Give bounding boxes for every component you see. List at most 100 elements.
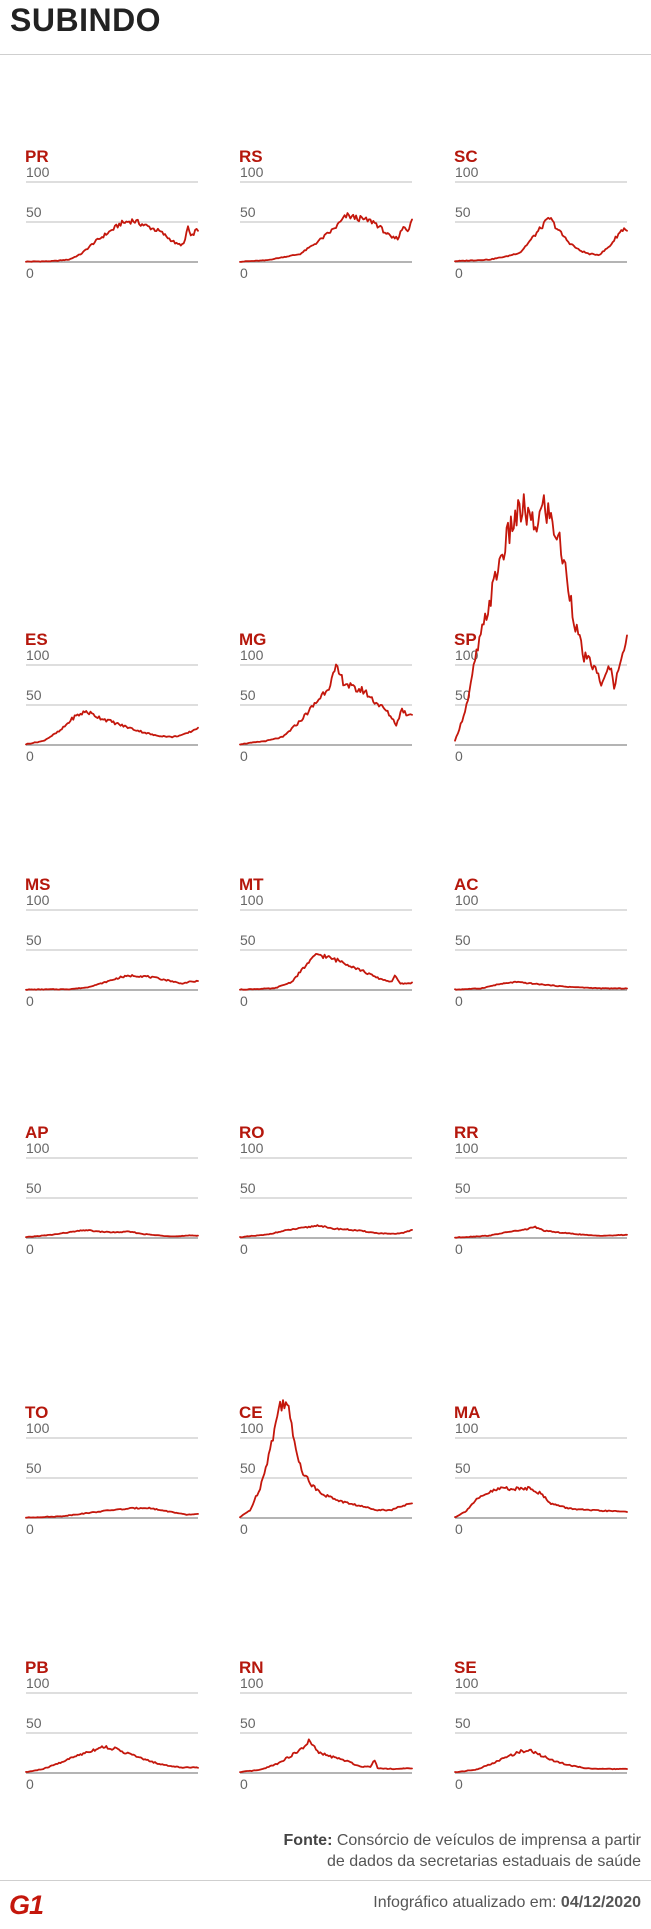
tick-label-100: 100 (455, 1420, 479, 1436)
state-label-es: ES (25, 630, 48, 649)
tick-label-50: 50 (26, 204, 42, 220)
source-text-line2: de dados da secretarias estaduais de saú… (327, 1853, 641, 1870)
tick-label-50: 50 (240, 687, 256, 703)
series-line-ce (239, 1399, 413, 1519)
tick-label-0: 0 (26, 1241, 34, 1257)
tick-label-50: 50 (240, 1460, 256, 1476)
footer-divider (0, 1880, 651, 1881)
tick-label-0: 0 (455, 1521, 463, 1537)
series-line-mt (239, 953, 413, 991)
tick-label-50: 50 (240, 1715, 256, 1731)
tick-label-0: 0 (26, 748, 34, 764)
tick-label-100: 100 (455, 892, 479, 908)
chart-ac: AC 0 50 100 (454, 875, 628, 1009)
state-label-rr: RR (454, 1123, 479, 1142)
tick-label-50: 50 (26, 932, 42, 948)
tick-label-100: 100 (240, 1140, 264, 1156)
tick-label-0: 0 (26, 1521, 34, 1537)
tick-label-100: 100 (240, 892, 264, 908)
tick-label-0: 0 (455, 993, 463, 1009)
state-label-ce: CE (239, 1403, 263, 1422)
source-label: Fonte: (283, 1832, 333, 1849)
tick-label-0: 0 (455, 1776, 463, 1792)
source-text-line1: Consórcio de veículos de imprensa a part… (336, 1832, 641, 1849)
page-title: SUBINDO (10, 2, 162, 38)
series-line-rr (454, 1225, 628, 1239)
tick-label-100: 100 (455, 647, 479, 663)
updated-date: 04/12/2020 (560, 1894, 641, 1911)
g1-logo: G1 (9, 1890, 44, 1920)
state-label-ro: RO (239, 1123, 265, 1142)
tick-label-50: 50 (455, 1715, 471, 1731)
tick-label-0: 0 (240, 265, 248, 281)
tick-label-50: 50 (455, 204, 471, 220)
tick-label-0: 0 (455, 265, 463, 281)
tick-label-100: 100 (240, 1420, 264, 1436)
tick-label-0: 0 (455, 1241, 463, 1257)
tick-label-100: 100 (240, 164, 264, 180)
tick-label-0: 0 (240, 993, 248, 1009)
chart-ap: AP 0 50 100 (25, 1123, 199, 1257)
tick-label-100: 100 (455, 1140, 479, 1156)
tick-label-50: 50 (26, 1180, 42, 1196)
chart-ro: RO 0 50 100 (239, 1123, 413, 1257)
tick-label-0: 0 (26, 1776, 34, 1792)
tick-label-50: 50 (240, 1180, 256, 1196)
chart-rn: RN 0 50 100 (239, 1658, 413, 1792)
tick-label-50: 50 (455, 1460, 471, 1476)
chart-to: TO 0 50 100 (25, 1403, 199, 1537)
state-label-ma: MA (454, 1403, 480, 1422)
chart-rs: RS 0 50 100 (239, 147, 413, 281)
tick-label-100: 100 (26, 1675, 50, 1691)
state-label-sc: SC (454, 147, 478, 166)
chart-ce: CE 0 50 100 (239, 1399, 413, 1537)
tick-label-50: 50 (26, 687, 42, 703)
chart-sp: SP 0 50 100 (454, 493, 628, 764)
state-label-rn: RN (239, 1658, 264, 1677)
state-label-pb: PB (25, 1658, 49, 1677)
tick-label-100: 100 (240, 1675, 264, 1691)
tick-label-0: 0 (26, 265, 34, 281)
source-note: Fonte: Consórcio de veículos de imprensa… (221, 1830, 641, 1872)
chart-ma: MA 0 50 100 (454, 1403, 628, 1537)
updated-label: Infográfico atualizado em: (373, 1894, 557, 1911)
chart-ms: MS 0 50 100 (25, 875, 199, 1009)
chart-rr: RR 0 50 100 (454, 1123, 628, 1257)
chart-pr: PR 0 50 100 (25, 147, 199, 281)
tick-label-0: 0 (240, 1776, 248, 1792)
tick-label-50: 50 (455, 687, 471, 703)
chart-se: SE 0 50 100 (454, 1658, 628, 1792)
tick-label-100: 100 (240, 647, 264, 663)
state-label-to: TO (25, 1403, 48, 1422)
state-label-se: SE (454, 1658, 477, 1677)
state-label-ap: AP (25, 1123, 49, 1142)
state-label-mt: MT (239, 875, 264, 894)
tick-label-0: 0 (26, 993, 34, 1009)
chart-sc: SC 0 50 100 (454, 147, 628, 281)
tick-label-100: 100 (26, 892, 50, 908)
state-label-ac: AC (454, 875, 479, 894)
series-line-sp (454, 493, 628, 742)
tick-label-50: 50 (26, 1460, 42, 1476)
series-line-pb (25, 1745, 199, 1773)
tick-label-100: 100 (455, 164, 479, 180)
state-label-rs: RS (239, 147, 263, 166)
chart-mg: MG 0 50 100 (239, 630, 413, 764)
state-label-mg: MG (239, 630, 266, 649)
series-line-ms (25, 974, 199, 991)
tick-label-50: 50 (455, 1180, 471, 1196)
state-label-pr: PR (25, 147, 49, 166)
chart-pb: PB 0 50 100 (25, 1658, 199, 1792)
series-line-pr (25, 218, 199, 263)
series-line-es (25, 710, 199, 746)
state-label-ms: MS (25, 875, 51, 894)
tick-label-50: 50 (240, 932, 256, 948)
tick-label-0: 0 (240, 1521, 248, 1537)
series-line-ap (25, 1229, 199, 1238)
tick-label-100: 100 (455, 1675, 479, 1691)
state-label-sp: SP (454, 630, 477, 649)
series-line-rn (239, 1738, 413, 1773)
tick-label-0: 0 (240, 748, 248, 764)
